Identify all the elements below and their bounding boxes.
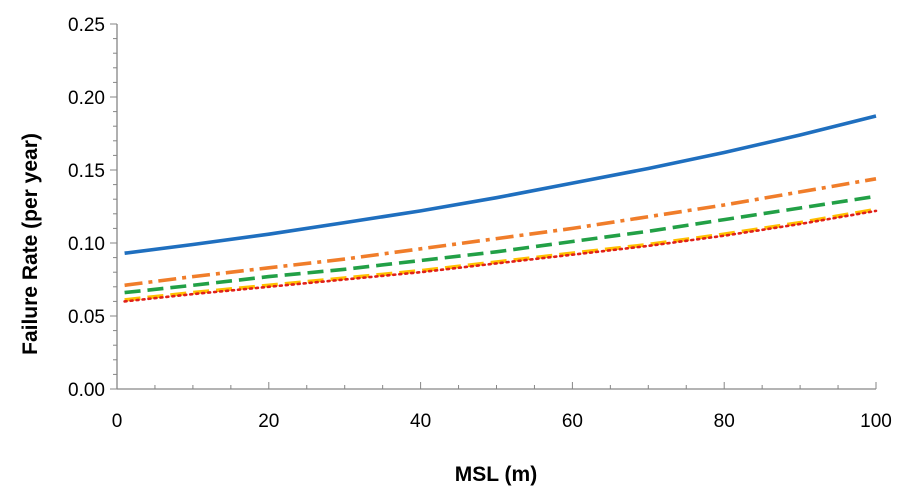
y-tick-label: 0.05 (68, 307, 105, 328)
x-tick-label: 20 (258, 411, 279, 432)
y-axis-title: Failure Rate (per year) (19, 133, 42, 355)
series-layer (123, 114, 878, 303)
series-line-1 (124, 114, 877, 255)
x-tick-label: 0 (112, 411, 123, 432)
y-tick-label: 0.20 (68, 88, 105, 109)
series-line-3 (124, 194, 877, 295)
series-line-5 (123, 209, 878, 303)
y-tick-label: 0.15 (68, 161, 105, 182)
x-tick-label: 40 (410, 411, 431, 432)
x-tick-label: 60 (562, 411, 583, 432)
x-tick-label: 100 (860, 411, 892, 432)
y-tick-label: 0.00 (68, 380, 105, 401)
series-line-2 (124, 177, 877, 288)
axis-layer: 0.00 0.05 0.10 0.15 0.20 0.25 0 20 40 60 80 100 (68, 15, 892, 432)
x-axis-title: MSL (m) (455, 463, 537, 486)
y-tick-label: 0.25 (68, 15, 105, 36)
y-tick-label: 0.10 (68, 234, 105, 255)
x-tick-label: 80 (714, 411, 735, 432)
series-line-4 (124, 207, 877, 302)
